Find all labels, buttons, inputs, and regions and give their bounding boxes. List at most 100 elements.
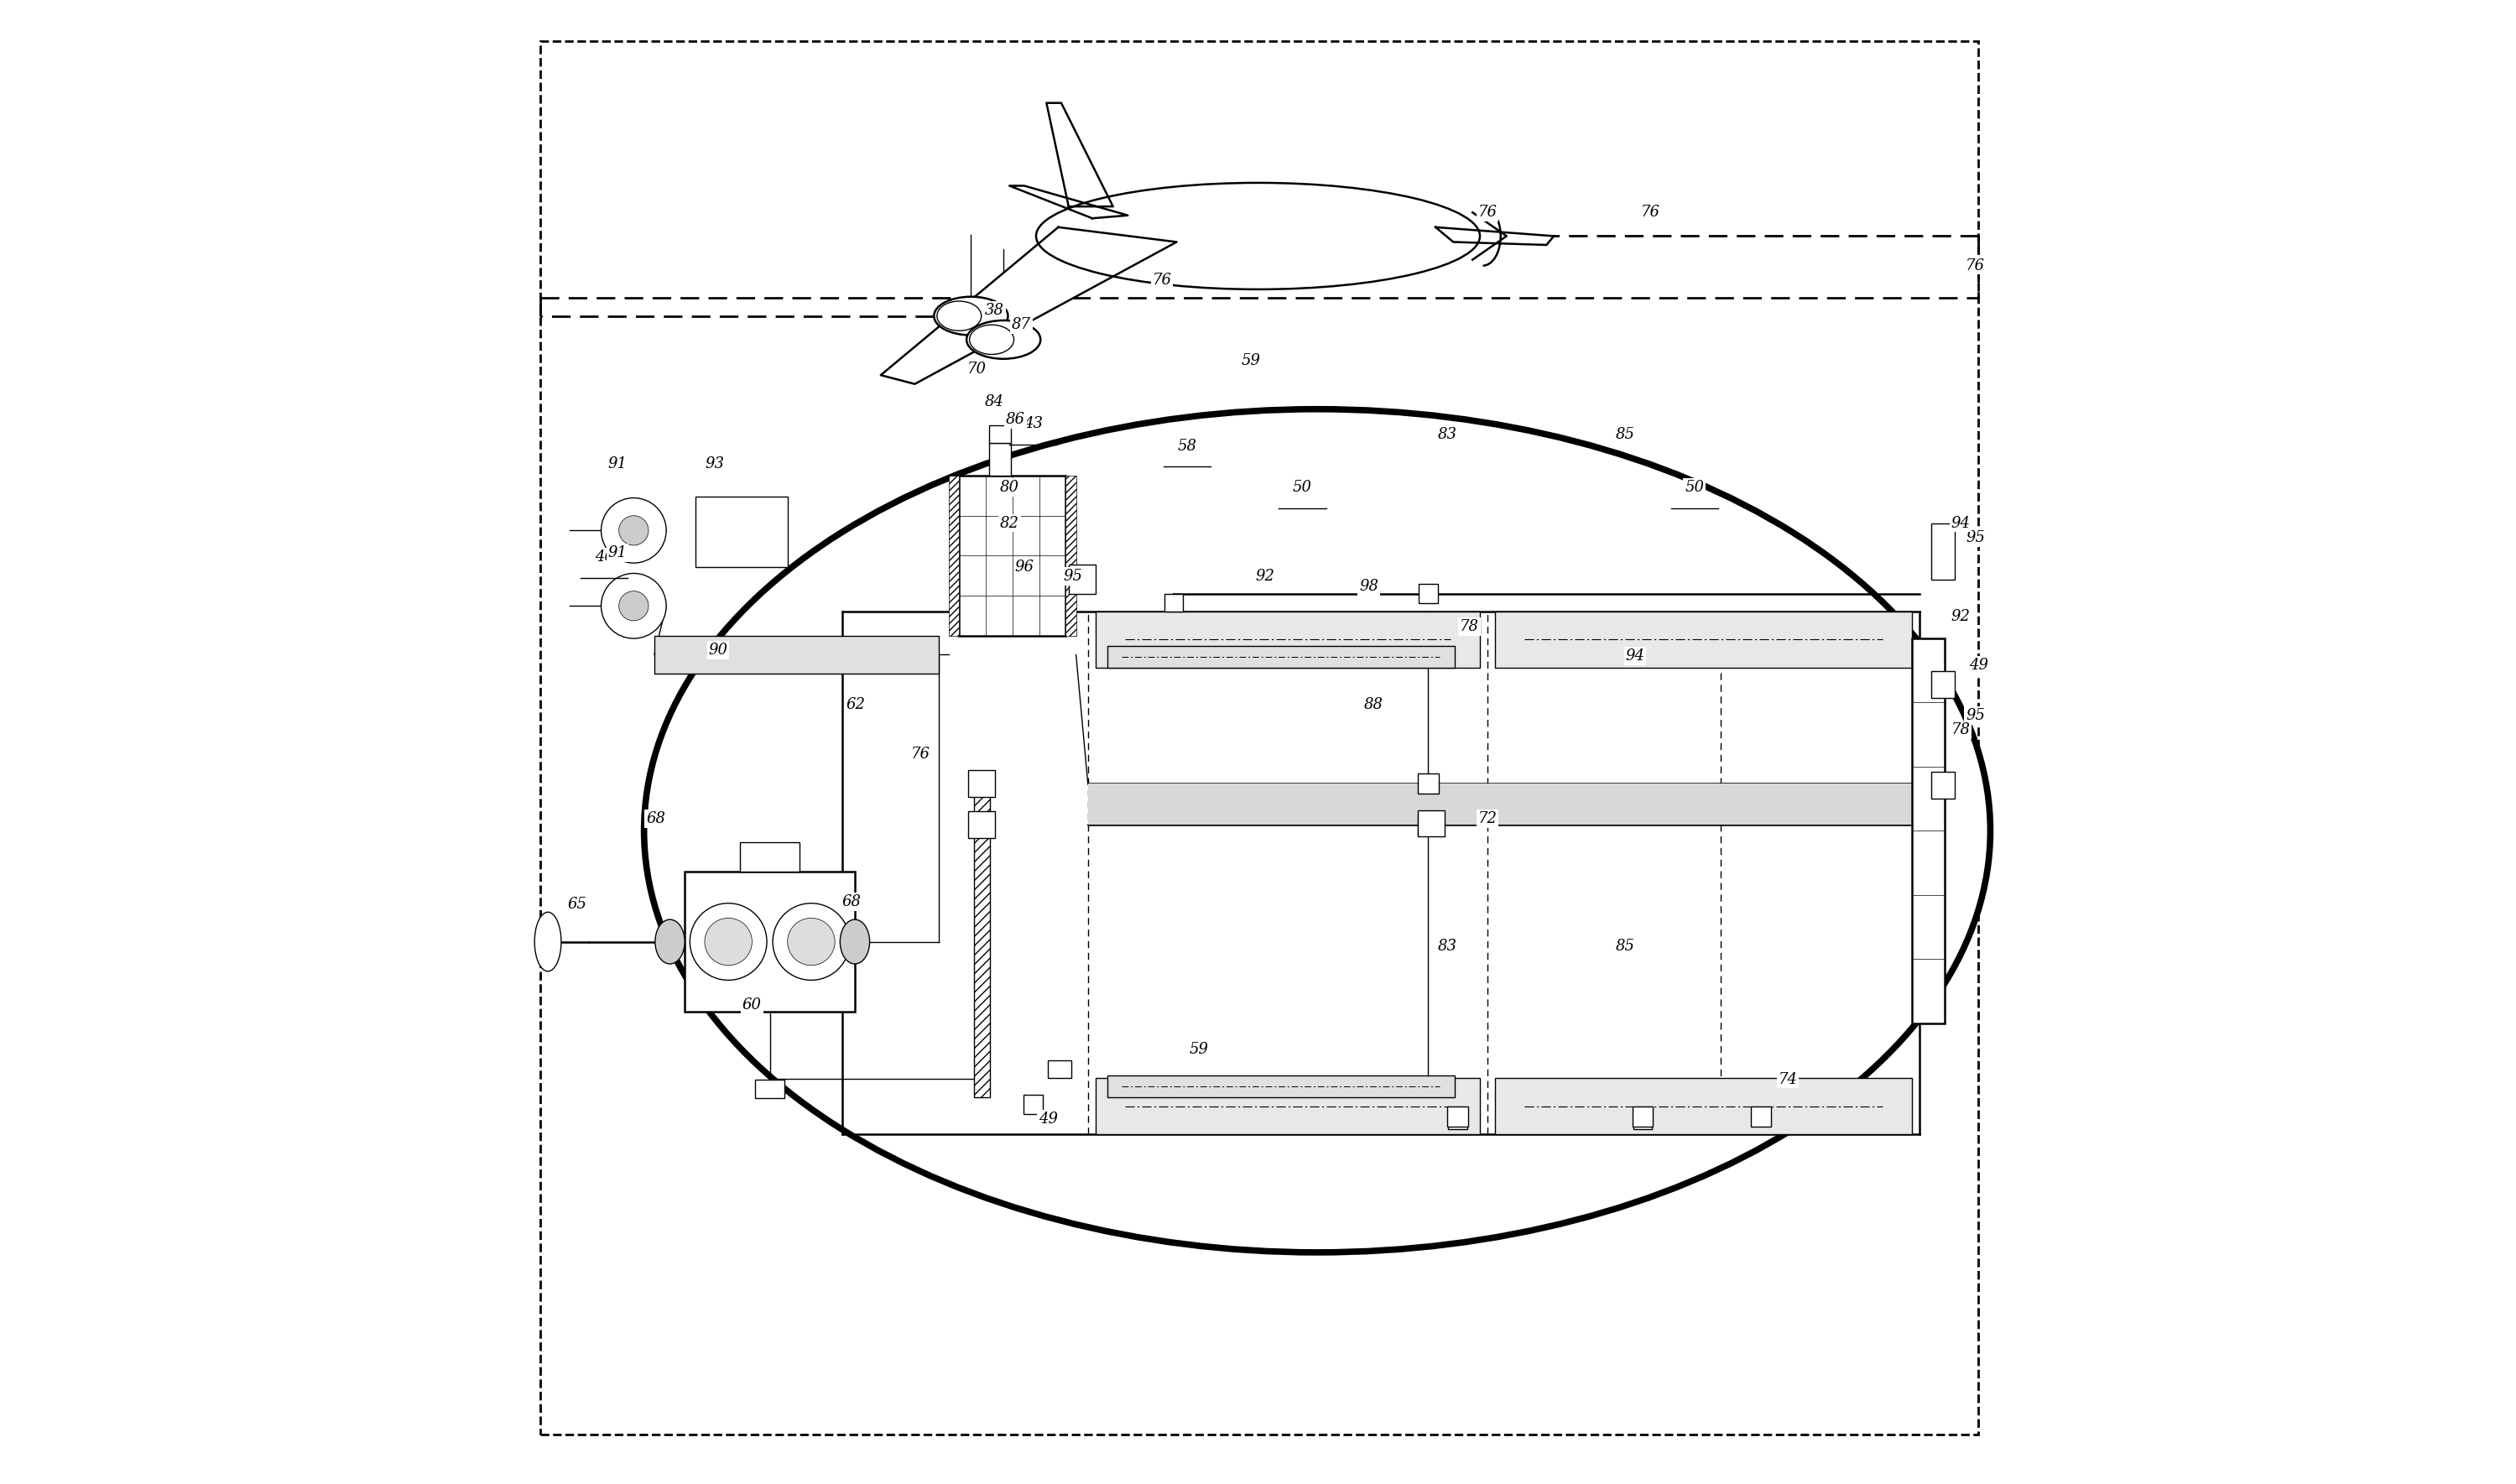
Text: 49: 49 — [1039, 1112, 1057, 1126]
Text: 87: 87 — [1011, 318, 1032, 332]
Bar — [1495, 611, 1912, 668]
Bar — [1633, 1106, 1653, 1126]
Text: 68: 68 — [647, 812, 667, 827]
Text: 78: 78 — [1459, 619, 1479, 634]
Text: 62: 62 — [845, 697, 866, 712]
Bar — [1165, 594, 1183, 611]
Bar — [969, 812, 994, 838]
Bar — [969, 770, 994, 797]
Bar — [1069, 564, 1094, 594]
Circle shape — [788, 919, 835, 966]
Bar — [1633, 1110, 1653, 1129]
Polygon shape — [1009, 186, 1127, 218]
Circle shape — [704, 919, 752, 966]
Bar — [1049, 1061, 1072, 1077]
Bar — [1932, 671, 1955, 697]
Text: 83: 83 — [1437, 938, 1457, 954]
Bar — [755, 1080, 785, 1098]
Text: 95: 95 — [1064, 568, 1082, 583]
Bar — [989, 444, 1011, 476]
Text: 85: 85 — [1615, 427, 1635, 442]
Bar — [1912, 638, 1945, 1022]
Text: 84: 84 — [984, 395, 1004, 410]
Text: 94: 94 — [1950, 515, 1970, 531]
Text: 70: 70 — [966, 362, 986, 377]
Text: 96: 96 — [1014, 559, 1034, 574]
Bar — [697, 497, 788, 567]
Text: 76: 76 — [1152, 273, 1172, 288]
Text: 59: 59 — [1190, 1042, 1208, 1057]
Text: 58: 58 — [1177, 439, 1198, 454]
Circle shape — [689, 904, 767, 979]
Bar — [1751, 1106, 1771, 1126]
Text: 92: 92 — [1950, 608, 1970, 623]
Bar — [1094, 611, 1479, 668]
Ellipse shape — [966, 321, 1042, 359]
Circle shape — [601, 573, 667, 638]
Ellipse shape — [840, 920, 871, 965]
Text: 83: 83 — [1437, 427, 1457, 442]
Text: 98: 98 — [1359, 579, 1379, 594]
Bar — [684, 871, 855, 1012]
Text: 60: 60 — [742, 997, 762, 1014]
Circle shape — [619, 591, 649, 620]
Text: 65: 65 — [569, 898, 586, 913]
Bar — [989, 426, 1011, 444]
Bar — [1107, 1074, 1454, 1097]
Text: 86: 86 — [1006, 413, 1024, 427]
Bar — [1932, 522, 1955, 579]
Text: 59: 59 — [1240, 353, 1261, 368]
Bar — [1419, 585, 1437, 604]
Circle shape — [619, 515, 649, 545]
Text: 78: 78 — [1950, 723, 1970, 738]
Text: 74: 74 — [1779, 1071, 1796, 1086]
Text: 90: 90 — [710, 643, 727, 657]
Text: 50: 50 — [1686, 479, 1703, 496]
Text: 91: 91 — [609, 457, 626, 472]
Polygon shape — [1437, 227, 1555, 245]
Bar — [1419, 810, 1444, 837]
Text: 95: 95 — [1965, 708, 1985, 723]
Text: 93: 93 — [704, 457, 725, 472]
Ellipse shape — [1037, 183, 1479, 289]
Text: 72: 72 — [1477, 812, 1497, 827]
Text: 88: 88 — [1364, 697, 1384, 712]
Bar — [1932, 772, 1955, 798]
Bar — [949, 476, 959, 635]
Ellipse shape — [933, 297, 1009, 335]
Text: 50: 50 — [1293, 479, 1311, 496]
Text: 76: 76 — [911, 746, 931, 761]
Text: 38: 38 — [984, 303, 1004, 318]
Text: 94: 94 — [1625, 649, 1645, 663]
Bar — [1067, 476, 1077, 635]
Bar — [1094, 1077, 1479, 1134]
Ellipse shape — [654, 920, 684, 965]
Ellipse shape — [533, 913, 561, 972]
Text: 76: 76 — [1965, 258, 1985, 273]
Bar — [1449, 1110, 1467, 1129]
Bar — [1024, 1095, 1042, 1114]
Bar — [1419, 815, 1439, 835]
Bar — [1419, 773, 1439, 794]
Circle shape — [601, 499, 667, 562]
Bar — [1447, 1106, 1467, 1126]
Text: 85: 85 — [1615, 938, 1635, 954]
Text: 76: 76 — [1477, 205, 1497, 220]
Text: 49: 49 — [1970, 657, 1988, 672]
Text: 43: 43 — [1024, 417, 1042, 432]
Text: 46: 46 — [594, 549, 614, 564]
Bar — [1087, 784, 1920, 825]
Bar — [959, 476, 1067, 635]
Ellipse shape — [644, 410, 1990, 1252]
Polygon shape — [1047, 102, 1112, 206]
Text: 76: 76 — [1640, 205, 1661, 220]
Bar — [740, 841, 800, 871]
Circle shape — [772, 904, 850, 979]
Text: 80: 80 — [999, 479, 1019, 496]
Text: 68: 68 — [840, 895, 860, 910]
Bar — [654, 635, 938, 674]
Text: 91: 91 — [609, 545, 626, 559]
Text: 95: 95 — [1965, 530, 1985, 546]
Text: 92: 92 — [1255, 568, 1276, 583]
Polygon shape — [881, 227, 1177, 384]
